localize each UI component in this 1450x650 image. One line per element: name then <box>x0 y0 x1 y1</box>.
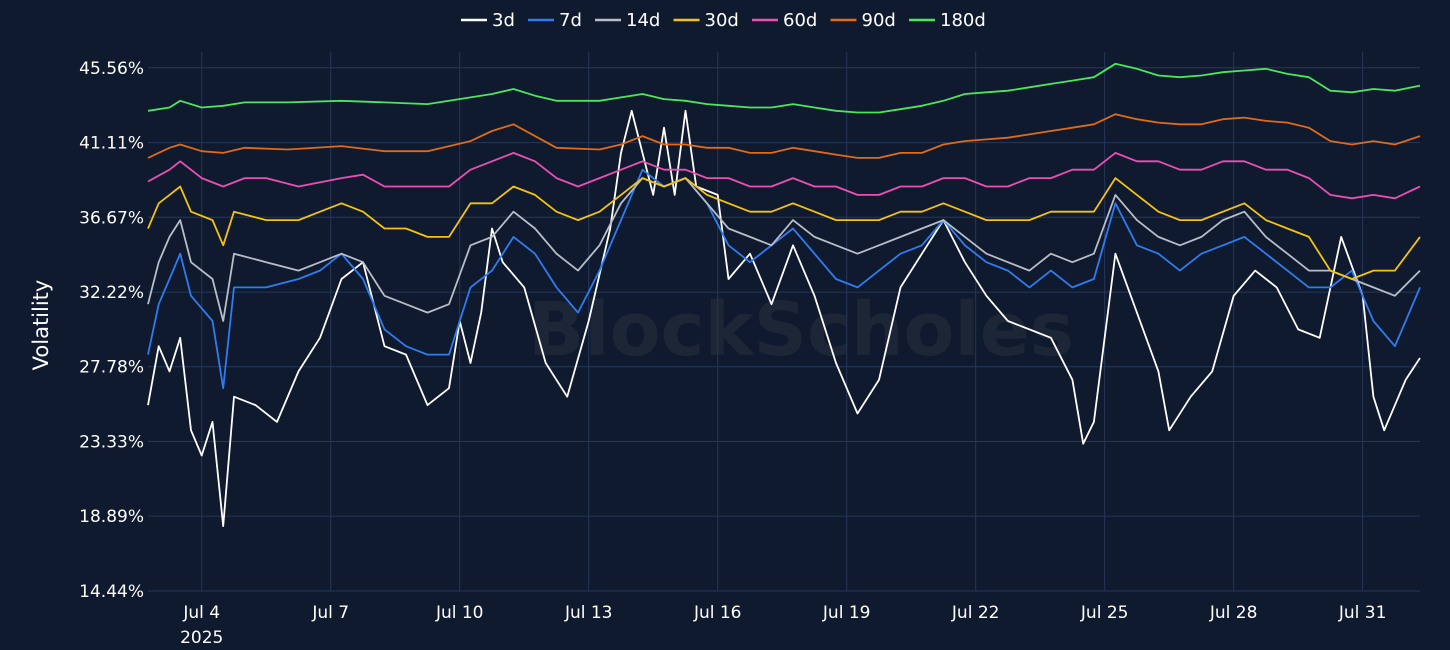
grid <box>148 52 1420 592</box>
watermark: BlockScholes <box>528 287 1074 373</box>
legend-label: 7d <box>559 10 582 31</box>
y-tick-label: 23.33% <box>79 433 144 453</box>
x-tick-label: Jul 28 <box>1209 603 1258 623</box>
y-tick-label: 41.11% <box>79 134 144 154</box>
legend-item-3d[interactable]: 3d <box>461 10 515 31</box>
y-axis-title: Volatility <box>29 280 53 371</box>
legend-label: 60d <box>783 10 817 31</box>
x-tick-label: Jul 16 <box>693 603 742 623</box>
x-tick-label: Jul 13 <box>564 603 613 623</box>
legend-item-30d[interactable]: 30d <box>673 10 739 31</box>
series-line-180d <box>147 62 1421 114</box>
legend-item-7d[interactable]: 7d <box>528 10 582 31</box>
x-tick-label: Jul 22 <box>951 603 1000 623</box>
y-axis: 14.44% 18.89% 23.33% 27.78% 32.22% 36.67% 41.1… <box>79 59 144 602</box>
legend-item-14d[interactable]: 14d <box>595 10 660 31</box>
x-tick-label: Jul 7 <box>311 603 349 623</box>
series-line-3d <box>147 109 1421 527</box>
legend-label: 180d <box>940 10 986 31</box>
legend-label: 3d <box>492 10 515 31</box>
legend-item-60d[interactable]: 60d <box>752 10 817 31</box>
x-tick-label: Jul 10 <box>435 603 484 623</box>
legend-item-90d[interactable]: 90d <box>830 10 896 31</box>
x-year-label: 2025 <box>180 628 223 648</box>
x-tick-label: Jul 25 <box>1080 603 1129 623</box>
legend-label: 90d <box>862 10 896 31</box>
legend-label: 30d <box>705 10 739 31</box>
y-tick-label: 45.56% <box>79 59 144 79</box>
y-tick-label: 36.67% <box>79 208 144 228</box>
series-line-14d <box>147 177 1421 322</box>
x-axis: Jul 4 2025 Jul 7 Jul 10 Jul 13 Jul 16 Jul 19 Ju… <box>180 603 1386 648</box>
series-line-90d <box>147 113 1421 159</box>
y-tick-label: 18.89% <box>79 507 144 527</box>
y-tick-label: 14.44% <box>79 582 144 602</box>
y-tick-label: 32.22% <box>79 283 144 303</box>
x-tick-label: Jul 4 <box>182 603 220 623</box>
legend: 3d 7d 14d 30d 60d 90d 180d <box>461 10 986 31</box>
series-lines <box>147 62 1421 527</box>
series-line-60d <box>147 152 1421 200</box>
legend-label: 14d <box>626 10 660 31</box>
series-line-30d <box>147 177 1421 280</box>
x-tick-label: Jul 31 <box>1338 603 1387 623</box>
legend-item-180d[interactable]: 180d <box>909 10 986 31</box>
series-line-7d <box>147 168 1421 390</box>
x-tick-label: Jul 19 <box>822 603 871 623</box>
y-tick-label: 27.78% <box>79 358 144 378</box>
